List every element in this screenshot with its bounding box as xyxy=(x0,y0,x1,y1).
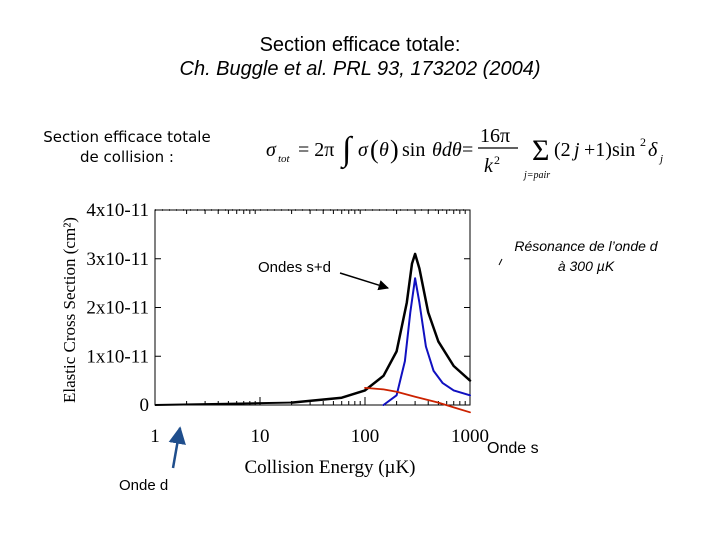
y-tick-label: 4x10-11 xyxy=(86,200,149,221)
svg-text:σ: σ xyxy=(358,139,369,161)
onde-s-label: Onde s xyxy=(487,440,539,457)
onde-d-arrow xyxy=(168,426,186,469)
svg-text:16π: 16π xyxy=(480,125,510,147)
x-tick-label: 100 xyxy=(351,426,380,447)
ondes-sd-label: Ondes s+d xyxy=(258,259,331,276)
y-tick-label: 0 xyxy=(140,395,150,416)
svg-text:Σ: Σ xyxy=(532,134,549,167)
svg-text:tot: tot xyxy=(278,153,291,165)
total-curve-tail xyxy=(154,401,292,406)
y-tick-label: 3x10-11 xyxy=(86,249,149,270)
caption-line2: de collision : xyxy=(80,148,174,166)
svg-text:sin: sin xyxy=(402,139,425,161)
onde-d-label: Onde d xyxy=(119,477,169,494)
svg-text:j: j xyxy=(658,153,663,165)
total-curve xyxy=(290,252,472,404)
svg-text:θdθ: θdθ xyxy=(432,139,462,161)
svg-text:j: j xyxy=(571,139,580,161)
svg-text:σ: σ xyxy=(266,139,277,161)
svg-text:j=pair: j=pair xyxy=(522,170,550,181)
caption-line1: Section efficace totale xyxy=(43,128,211,146)
svg-text:= 2π: = 2π xyxy=(298,139,334,161)
d-wave-curve xyxy=(382,277,471,406)
svg-text:(2: (2 xyxy=(554,139,571,161)
svg-text:(: ( xyxy=(370,135,379,164)
ondes-sd-arrow xyxy=(339,272,390,291)
svg-text:+1)sin: +1)sin xyxy=(584,139,635,161)
svg-text:θ: θ xyxy=(379,139,389,161)
svg-text:∫: ∫ xyxy=(340,131,354,170)
y-tick-label: 1x10-11 xyxy=(86,346,149,367)
resonance-pointer xyxy=(498,258,503,266)
svg-text:2: 2 xyxy=(640,135,646,149)
svg-text:δ: δ xyxy=(648,139,658,161)
resonance-line2: à 300 µK xyxy=(557,258,615,274)
resonance-line1: Résonance de l’onde d xyxy=(514,238,658,254)
x-tick-label: 10 xyxy=(251,426,270,447)
svg-text:2: 2 xyxy=(494,153,500,167)
plot-frame xyxy=(154,209,471,406)
chart-title: Section efficace totale: xyxy=(259,34,461,56)
svg-text:=: = xyxy=(462,139,473,161)
formula-caption: Section efficace totale de collision : xyxy=(22,127,232,167)
s-wave-curve xyxy=(364,386,471,414)
cross-section-formula: σ tot = 2π ∫ σ ( θ ) sin θdθ = 16π k 2 Σ… xyxy=(266,125,663,181)
x-axis-label: Collision Energy (µK) xyxy=(244,457,416,478)
chart-subtitle: Ch. Buggle et al. PRL 93, 173202 (2004) xyxy=(179,58,541,80)
svg-text:k: k xyxy=(484,155,494,177)
y-tick-label: 2x10-11 xyxy=(86,298,149,319)
x-tick-label: 1000 xyxy=(451,426,489,447)
svg-text:): ) xyxy=(390,135,399,164)
resonance-label: Résonance de l’onde d à 300 µK xyxy=(486,236,686,276)
x-tick-label: 1 xyxy=(150,426,160,447)
